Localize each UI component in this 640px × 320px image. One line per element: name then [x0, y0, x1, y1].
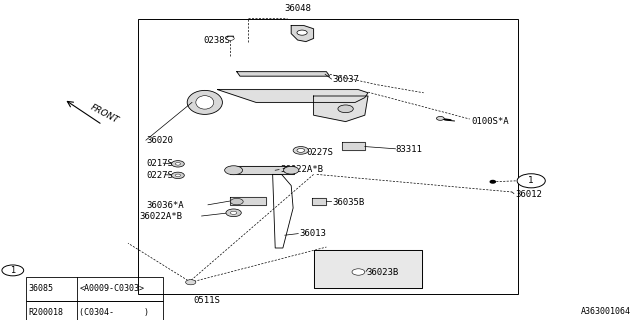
Polygon shape	[342, 142, 365, 150]
Polygon shape	[237, 72, 330, 76]
Circle shape	[175, 163, 180, 165]
Text: 36036*A: 36036*A	[146, 201, 184, 210]
Text: 1: 1	[10, 266, 15, 275]
Text: 36035B: 36035B	[333, 198, 365, 207]
Text: 0238S: 0238S	[204, 36, 230, 45]
Text: 0227S: 0227S	[306, 148, 333, 157]
Ellipse shape	[188, 90, 223, 114]
Text: 36013: 36013	[300, 229, 326, 238]
Text: 0100S*A: 0100S*A	[471, 117, 509, 126]
Text: (C0304-      ): (C0304- )	[79, 308, 149, 317]
Bar	[26, 301, 163, 320]
Circle shape	[175, 174, 180, 177]
Circle shape	[517, 174, 545, 188]
Circle shape	[225, 166, 243, 175]
Text: A363001064: A363001064	[580, 307, 630, 316]
Circle shape	[230, 198, 243, 205]
Text: <A0009-C0303>: <A0009-C0303>	[79, 284, 145, 293]
Polygon shape	[291, 26, 314, 42]
Circle shape	[490, 180, 495, 183]
Bar	[26, 277, 163, 301]
Text: 36012: 36012	[516, 190, 543, 199]
Text: 36048: 36048	[285, 4, 312, 13]
Circle shape	[172, 172, 184, 179]
Polygon shape	[314, 96, 368, 122]
Text: 0217S: 0217S	[146, 159, 173, 168]
Circle shape	[293, 147, 308, 154]
Ellipse shape	[196, 96, 214, 109]
Bar	[138, 19, 518, 294]
Circle shape	[436, 116, 444, 120]
Text: FRONT: FRONT	[88, 102, 120, 125]
Circle shape	[2, 265, 24, 276]
Circle shape	[230, 211, 237, 214]
Text: 1: 1	[529, 176, 534, 185]
Circle shape	[297, 148, 305, 152]
Circle shape	[338, 105, 353, 113]
Polygon shape	[314, 250, 422, 288]
Circle shape	[352, 269, 365, 275]
Text: 36023B: 36023B	[366, 268, 398, 277]
Text: 36085: 36085	[28, 284, 53, 293]
Circle shape	[284, 166, 299, 174]
Circle shape	[226, 209, 241, 217]
Circle shape	[172, 161, 184, 167]
Polygon shape	[230, 197, 266, 205]
Polygon shape	[312, 198, 326, 205]
Circle shape	[297, 30, 307, 35]
Text: 36022A*B: 36022A*B	[140, 212, 182, 221]
Text: 36022A*B: 36022A*B	[280, 165, 323, 174]
Text: 0227S: 0227S	[146, 171, 173, 180]
Text: 83311: 83311	[396, 145, 422, 154]
Text: 0511S: 0511S	[193, 296, 220, 305]
Text: 36037: 36037	[333, 76, 360, 84]
Circle shape	[186, 280, 196, 285]
Polygon shape	[230, 166, 294, 174]
Circle shape	[227, 36, 234, 40]
Polygon shape	[218, 90, 368, 102]
Polygon shape	[228, 36, 234, 40]
Text: 36020: 36020	[146, 136, 173, 145]
Text: R200018: R200018	[28, 308, 63, 317]
